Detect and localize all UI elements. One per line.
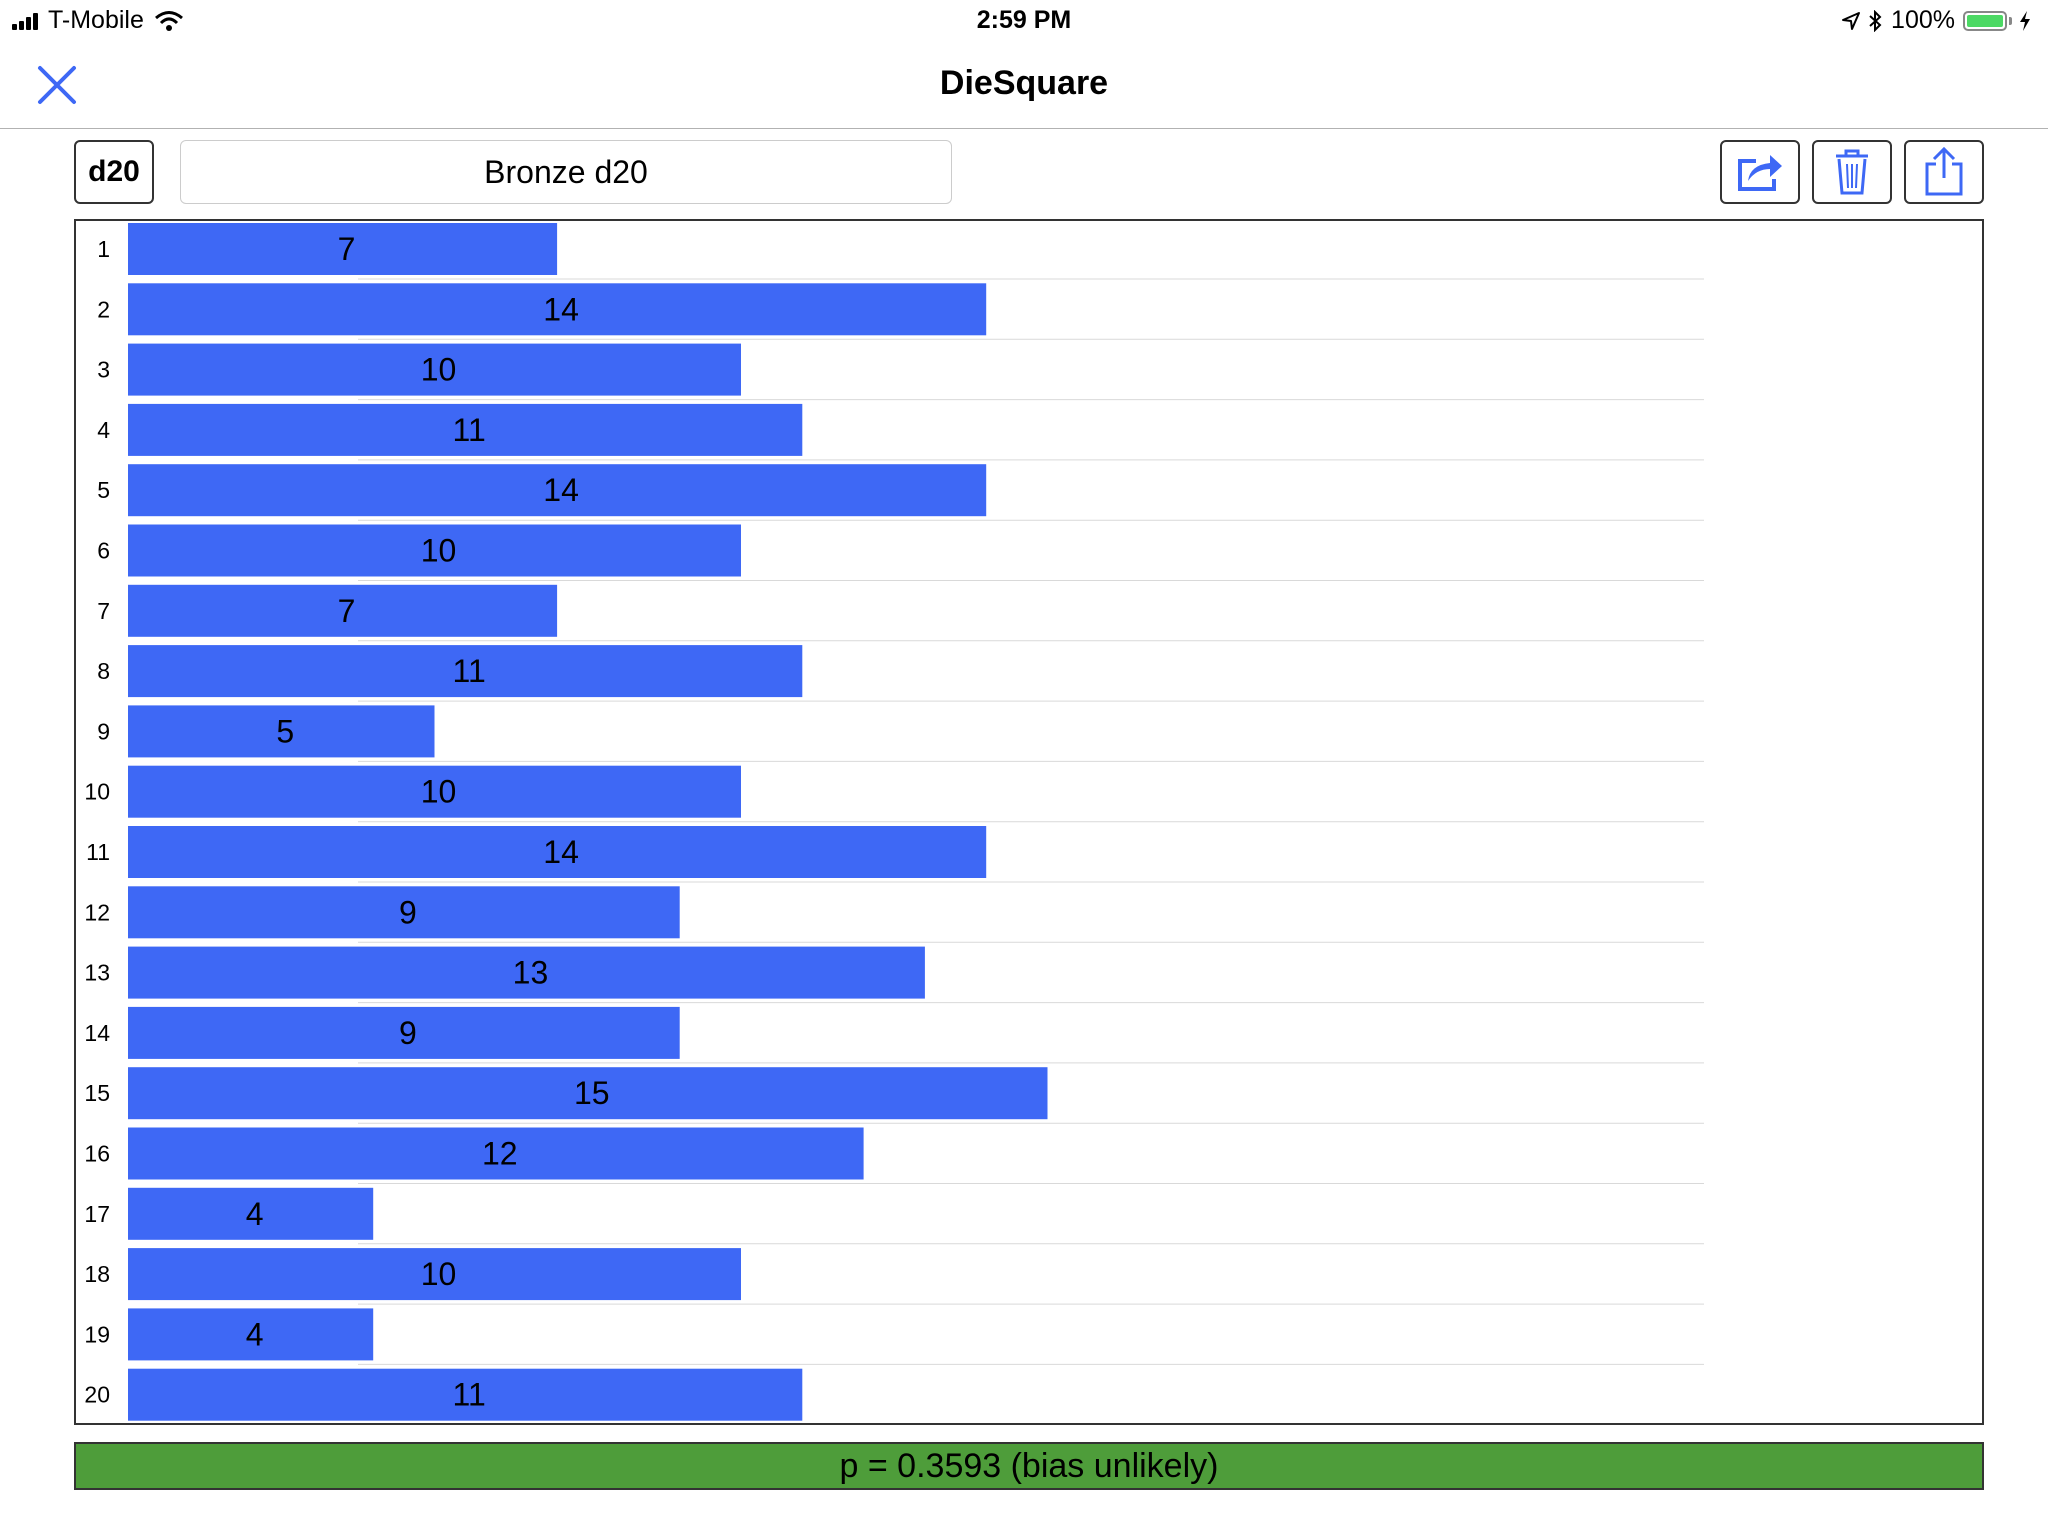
bar-value-label: 11 bbox=[453, 412, 486, 448]
die-name-field[interactable]: Bronze d20 bbox=[180, 140, 952, 204]
category-label: 2 bbox=[97, 296, 110, 322]
bar-value-label: 11 bbox=[453, 1377, 486, 1413]
category-label: 5 bbox=[97, 477, 110, 503]
page-title: DieSquare bbox=[939, 64, 1109, 102]
category-label: 12 bbox=[84, 899, 110, 925]
status-time: 2:59 PM bbox=[976, 6, 1072, 34]
bar-value-label: 9 bbox=[399, 894, 417, 930]
bar bbox=[128, 283, 987, 336]
bar-value-label: 4 bbox=[246, 1316, 264, 1352]
status-bar: T-Mobile 2:59 PM 100% bbox=[0, 0, 2048, 40]
bar bbox=[128, 403, 803, 456]
category-label: 7 bbox=[97, 598, 110, 624]
location-arrow-icon bbox=[1842, 11, 1861, 30]
bar bbox=[128, 1308, 374, 1361]
bar-value-label: 15 bbox=[574, 1075, 610, 1111]
bar-value-label: 10 bbox=[421, 1256, 457, 1292]
share-button[interactable] bbox=[1720, 140, 1800, 204]
battery-nub bbox=[2009, 16, 2012, 25]
bar bbox=[128, 886, 680, 939]
bar-value-label: 14 bbox=[543, 472, 579, 508]
category-label: 20 bbox=[84, 1382, 110, 1408]
category-label: 9 bbox=[97, 718, 110, 744]
share-arrow-icon bbox=[1738, 155, 1782, 191]
bar-value-label: 14 bbox=[543, 834, 579, 870]
signal-strength-icon bbox=[12, 12, 40, 30]
p-value-result: p = 0.3593 (bias unlikely) bbox=[74, 1442, 1984, 1490]
bar bbox=[128, 223, 558, 275]
bar-value-label: 7 bbox=[338, 231, 356, 267]
bar bbox=[128, 343, 741, 396]
status-right: 100% bbox=[1841, 6, 2032, 35]
wifi-icon bbox=[154, 10, 183, 31]
bar bbox=[128, 1248, 741, 1301]
bar bbox=[128, 645, 803, 698]
bar-value-label: 11 bbox=[453, 653, 486, 689]
category-label: 11 bbox=[86, 839, 110, 865]
category-label: 15 bbox=[84, 1080, 110, 1106]
bar bbox=[128, 584, 558, 637]
category-label: 1 bbox=[97, 236, 110, 262]
category-label: 3 bbox=[97, 357, 110, 383]
carrier-name: T-Mobile bbox=[48, 6, 144, 34]
bar-value-label: 4 bbox=[246, 1196, 264, 1232]
bar bbox=[128, 1067, 1048, 1120]
bar bbox=[128, 1127, 864, 1180]
bar bbox=[128, 826, 987, 878]
bar-value-label: 10 bbox=[421, 774, 457, 810]
trash-icon bbox=[1836, 149, 1868, 195]
category-label: 13 bbox=[84, 960, 110, 986]
category-label: 19 bbox=[84, 1321, 110, 1347]
category-label: 16 bbox=[84, 1141, 110, 1167]
histogram-chart: 1 7 2 14 3 10 4 11 5 14 6 10 7 7 8 11 9 5 10 10 11 14 12 9 13 13 1… bbox=[74, 219, 1984, 1425]
bar bbox=[128, 1006, 680, 1059]
bar bbox=[128, 524, 741, 577]
bar-value-label: 10 bbox=[421, 533, 457, 569]
bar-value-label: 9 bbox=[399, 1015, 417, 1051]
navigation-bar: DieSquare bbox=[0, 40, 2048, 129]
category-label: 14 bbox=[84, 1020, 110, 1046]
bar-value-label: 5 bbox=[276, 713, 294, 749]
bar bbox=[128, 946, 925, 999]
delete-button[interactable] bbox=[1812, 140, 1892, 204]
bar-value-label: 14 bbox=[543, 291, 579, 327]
battery-icon bbox=[1963, 10, 2007, 31]
category-label: 4 bbox=[97, 417, 110, 443]
category-label: 6 bbox=[97, 538, 110, 564]
die-type-button[interactable]: d20 bbox=[74, 140, 154, 204]
bluetooth-icon bbox=[1869, 9, 1882, 32]
category-label: 10 bbox=[84, 779, 110, 805]
upload-button[interactable] bbox=[1904, 140, 1984, 204]
bar bbox=[128, 464, 987, 517]
battery-percent: 100% bbox=[1891, 6, 1955, 34]
close-icon bbox=[38, 66, 76, 104]
battery-level bbox=[1967, 14, 2003, 27]
bar-value-label: 7 bbox=[338, 593, 356, 629]
category-label: 8 bbox=[97, 658, 110, 684]
bar bbox=[128, 705, 435, 758]
close-button[interactable] bbox=[32, 60, 82, 110]
bar bbox=[128, 765, 741, 818]
status-left: T-Mobile bbox=[12, 6, 184, 35]
charging-bolt-icon bbox=[2020, 10, 2030, 31]
bar-value-label: 10 bbox=[421, 352, 457, 388]
bar bbox=[128, 1187, 374, 1240]
bar-value-label: 12 bbox=[482, 1136, 518, 1172]
category-label: 18 bbox=[84, 1261, 110, 1287]
upload-icon bbox=[1925, 146, 1963, 196]
bar-value-label: 13 bbox=[513, 955, 549, 991]
bar bbox=[128, 1368, 803, 1421]
category-label: 17 bbox=[84, 1201, 110, 1227]
